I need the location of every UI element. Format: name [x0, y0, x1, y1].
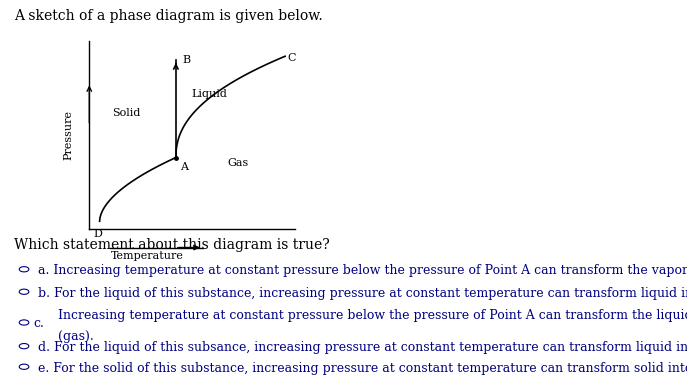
Text: c.: c.: [33, 317, 44, 330]
Text: D: D: [93, 230, 102, 239]
Text: b. For the liquid of this substance, increasing pressure at constant temperature: b. For the liquid of this substance, inc…: [38, 287, 687, 300]
Text: e. For the solid of this substance, increasing pressure at constant temperature : e. For the solid of this substance, incr…: [38, 362, 687, 375]
Text: Gas: Gas: [227, 158, 248, 168]
Text: Increasing temperature at constant pressure below the pressure of Point A can tr: Increasing temperature at constant press…: [58, 309, 687, 322]
Text: (gas).: (gas).: [58, 330, 94, 343]
Text: Solid: Solid: [112, 108, 141, 117]
Text: Temperature: Temperature: [111, 251, 183, 261]
Text: d. For the liquid of this subsance, increasing pressure at constant temperature : d. For the liquid of this subsance, incr…: [38, 341, 687, 354]
Text: Pressure: Pressure: [64, 110, 74, 160]
Text: C: C: [287, 53, 295, 63]
Text: A sketch of a phase diagram is given below.: A sketch of a phase diagram is given bel…: [14, 9, 322, 23]
Text: B: B: [182, 55, 190, 65]
Text: Liquid: Liquid: [191, 89, 227, 99]
Text: A: A: [180, 162, 188, 172]
Text: Which statement about this diagram is true?: Which statement about this diagram is tr…: [14, 238, 330, 252]
Text: a. Increasing temperature at constant pressure below the pressure of Point A can: a. Increasing temperature at constant pr…: [38, 264, 687, 278]
